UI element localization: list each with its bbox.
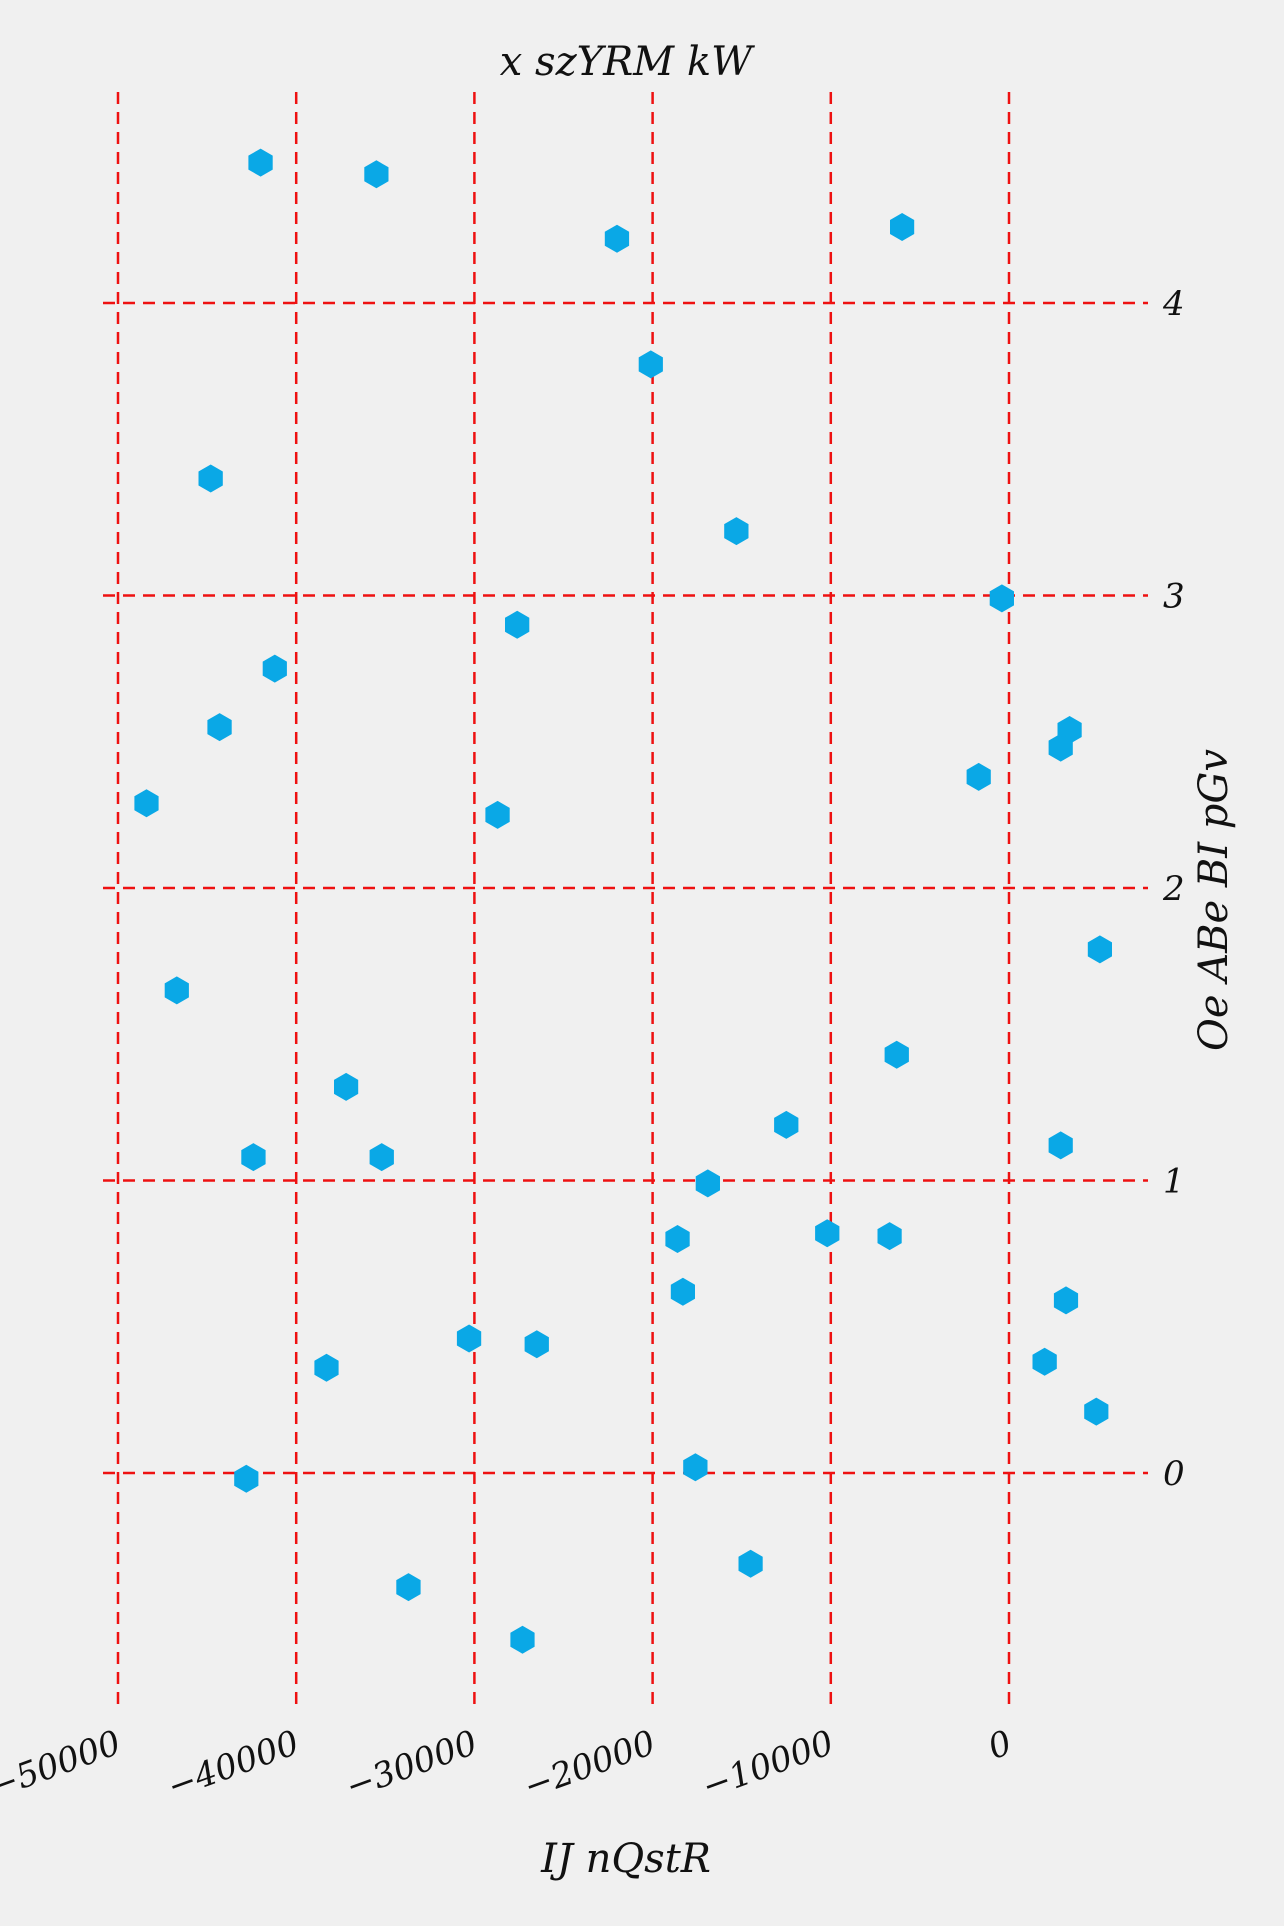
data-point xyxy=(485,800,510,829)
data-point xyxy=(334,1072,359,1101)
data-point xyxy=(524,1330,549,1359)
data-point xyxy=(738,1549,763,1578)
y-tick-label: 0 xyxy=(1163,1454,1185,1494)
data-point xyxy=(665,1225,690,1253)
data-point xyxy=(1087,935,1112,964)
y-axis-label: Oe ABe BI pGv xyxy=(1191,749,1237,1051)
data-point xyxy=(456,1324,482,1353)
data-point xyxy=(1084,1397,1109,1426)
data-point xyxy=(724,517,749,546)
data-point xyxy=(1048,733,1073,762)
data-point xyxy=(683,1453,708,1482)
data-point xyxy=(314,1353,339,1382)
data-point xyxy=(364,160,389,189)
data-point xyxy=(966,762,991,791)
data-point xyxy=(1032,1347,1057,1376)
data-point xyxy=(884,1040,909,1069)
x-axis-label: IJ nQstR xyxy=(540,1836,711,1882)
data-point xyxy=(198,464,223,493)
data-point xyxy=(989,584,1014,613)
y-tick-label: 4 xyxy=(1162,284,1185,324)
data-point xyxy=(1053,1286,1079,1315)
data-point xyxy=(1048,1131,1073,1160)
data-point xyxy=(638,350,663,379)
data-point xyxy=(815,1219,840,1248)
chart-title: x szYRM kW xyxy=(500,39,755,85)
data-point xyxy=(248,148,273,177)
data-point xyxy=(505,610,530,639)
data-point xyxy=(134,789,159,818)
data-point xyxy=(510,1625,535,1654)
data-point xyxy=(890,213,915,241)
data-point xyxy=(164,976,189,1005)
y-tick-label: 2 xyxy=(1162,869,1185,909)
data-points xyxy=(134,148,1112,1654)
data-point xyxy=(670,1277,695,1306)
data-point xyxy=(774,1110,799,1139)
data-point xyxy=(262,654,287,683)
y-tick-label: 3 xyxy=(1163,577,1185,617)
data-point xyxy=(241,1143,266,1172)
y-tick-labels: 0 1 2 3 4 xyxy=(1162,284,1185,1494)
data-point xyxy=(695,1169,720,1198)
data-point xyxy=(877,1222,902,1251)
data-point xyxy=(604,224,630,253)
data-point xyxy=(234,1464,259,1493)
data-point xyxy=(369,1143,394,1172)
y-tick-label: 1 xyxy=(1163,1162,1185,1202)
data-point xyxy=(396,1573,421,1602)
data-point xyxy=(207,713,232,742)
